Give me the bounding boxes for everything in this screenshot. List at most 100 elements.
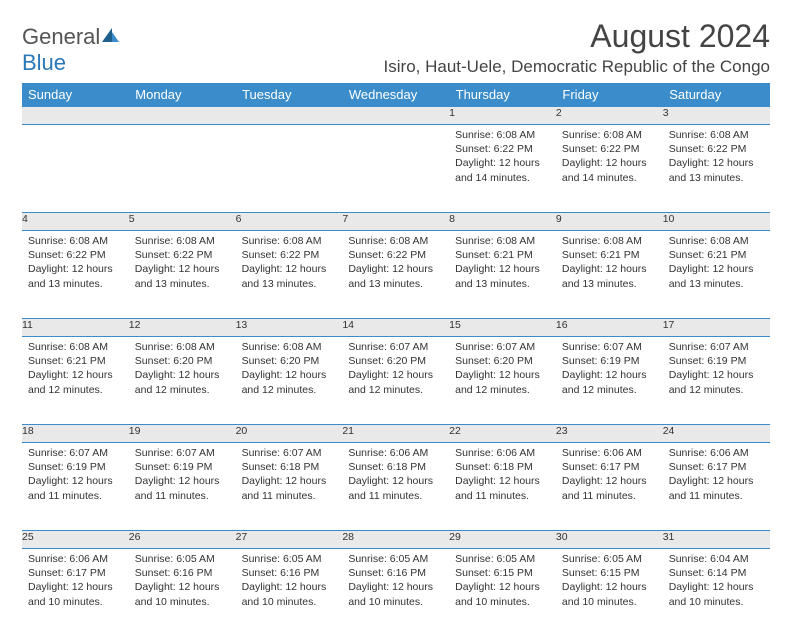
- day-number: 18: [22, 425, 129, 443]
- day-cell: [22, 125, 129, 213]
- logo: General Blue: [22, 24, 120, 76]
- sunset-line: Sunset: 6:18 PM: [455, 460, 550, 474]
- day-number: 29: [449, 531, 556, 549]
- day-header: Monday: [129, 83, 236, 107]
- sunset-line: Sunset: 6:22 PM: [348, 248, 443, 262]
- day-header: Wednesday: [342, 83, 449, 107]
- day-cell: Sunrise: 6:08 AMSunset: 6:21 PMDaylight:…: [556, 231, 663, 319]
- daylight-line: Daylight: 12 hours and 14 minutes.: [562, 156, 657, 184]
- day-number: 28: [342, 531, 449, 549]
- day-cell: Sunrise: 6:08 AMSunset: 6:21 PMDaylight:…: [663, 231, 770, 319]
- daylight-line: Daylight: 12 hours and 11 minutes.: [242, 474, 337, 502]
- sunrise-line: Sunrise: 6:08 AM: [135, 340, 230, 354]
- day-cell: Sunrise: 6:08 AMSunset: 6:22 PMDaylight:…: [22, 231, 129, 319]
- day-number: [236, 107, 343, 125]
- day-number: 9: [556, 213, 663, 231]
- daylight-line: Daylight: 12 hours and 14 minutes.: [455, 156, 550, 184]
- sunset-line: Sunset: 6:20 PM: [455, 354, 550, 368]
- daylight-line: Daylight: 12 hours and 10 minutes.: [135, 580, 230, 608]
- day-number: 8: [449, 213, 556, 231]
- sunrise-line: Sunrise: 6:06 AM: [669, 446, 764, 460]
- daylight-line: Daylight: 12 hours and 11 minutes.: [28, 474, 123, 502]
- sunset-line: Sunset: 6:22 PM: [242, 248, 337, 262]
- day-header: Friday: [556, 83, 663, 107]
- day-header: Sunday: [22, 83, 129, 107]
- sunrise-line: Sunrise: 6:08 AM: [28, 340, 123, 354]
- day-number: 12: [129, 319, 236, 337]
- sunset-line: Sunset: 6:20 PM: [135, 354, 230, 368]
- sunrise-line: Sunrise: 6:06 AM: [455, 446, 550, 460]
- day-cell: Sunrise: 6:08 AMSunset: 6:22 PMDaylight:…: [663, 125, 770, 213]
- day-cell: Sunrise: 6:05 AMSunset: 6:15 PMDaylight:…: [449, 549, 556, 637]
- daylight-line: Daylight: 12 hours and 13 minutes.: [28, 262, 123, 290]
- daynum-row: 25262728293031: [22, 531, 770, 549]
- day-cell: Sunrise: 6:08 AMSunset: 6:22 PMDaylight:…: [449, 125, 556, 213]
- calendar-head: SundayMondayTuesdayWednesdayThursdayFrid…: [22, 83, 770, 107]
- location-subtitle: Isiro, Haut-Uele, Democratic Republic of…: [384, 57, 770, 77]
- sunset-line: Sunset: 6:17 PM: [28, 566, 123, 580]
- sunrise-line: Sunrise: 6:06 AM: [348, 446, 443, 460]
- sunset-line: Sunset: 6:19 PM: [28, 460, 123, 474]
- day-number: 24: [663, 425, 770, 443]
- sunrise-line: Sunrise: 6:06 AM: [562, 446, 657, 460]
- day-cell: Sunrise: 6:08 AMSunset: 6:21 PMDaylight:…: [22, 337, 129, 425]
- day-header: Thursday: [449, 83, 556, 107]
- daylight-line: Daylight: 12 hours and 12 minutes.: [135, 368, 230, 396]
- title-block: August 2024 Isiro, Haut-Uele, Democratic…: [384, 18, 770, 77]
- logo-text: General Blue: [22, 24, 120, 76]
- sunset-line: Sunset: 6:22 PM: [669, 142, 764, 156]
- sunset-line: Sunset: 6:18 PM: [242, 460, 337, 474]
- daylight-line: Daylight: 12 hours and 13 minutes.: [348, 262, 443, 290]
- week-row: Sunrise: 6:08 AMSunset: 6:22 PMDaylight:…: [22, 125, 770, 213]
- day-cell: [129, 125, 236, 213]
- day-cell: Sunrise: 6:05 AMSunset: 6:16 PMDaylight:…: [236, 549, 343, 637]
- sunrise-line: Sunrise: 6:08 AM: [562, 234, 657, 248]
- daynum-row: 45678910: [22, 213, 770, 231]
- day-cell: Sunrise: 6:08 AMSunset: 6:21 PMDaylight:…: [449, 231, 556, 319]
- sunrise-line: Sunrise: 6:08 AM: [669, 128, 764, 142]
- day-number: 6: [236, 213, 343, 231]
- day-number: 3: [663, 107, 770, 125]
- sunrise-line: Sunrise: 6:04 AM: [669, 552, 764, 566]
- day-number: 25: [22, 531, 129, 549]
- daylight-line: Daylight: 12 hours and 11 minutes.: [348, 474, 443, 502]
- daynum-row: 11121314151617: [22, 319, 770, 337]
- day-number: 14: [342, 319, 449, 337]
- daynum-row: 123: [22, 107, 770, 125]
- sunset-line: Sunset: 6:22 PM: [562, 142, 657, 156]
- sunrise-line: Sunrise: 6:07 AM: [135, 446, 230, 460]
- day-number: 13: [236, 319, 343, 337]
- day-number: 31: [663, 531, 770, 549]
- day-cell: Sunrise: 6:08 AMSunset: 6:20 PMDaylight:…: [129, 337, 236, 425]
- sunrise-line: Sunrise: 6:07 AM: [562, 340, 657, 354]
- day-cell: Sunrise: 6:05 AMSunset: 6:15 PMDaylight:…: [556, 549, 663, 637]
- sunset-line: Sunset: 6:22 PM: [135, 248, 230, 262]
- sunset-line: Sunset: 6:21 PM: [455, 248, 550, 262]
- week-row: Sunrise: 6:08 AMSunset: 6:22 PMDaylight:…: [22, 231, 770, 319]
- sunrise-line: Sunrise: 6:08 AM: [28, 234, 123, 248]
- day-number: 19: [129, 425, 236, 443]
- day-cell: Sunrise: 6:07 AMSunset: 6:20 PMDaylight:…: [342, 337, 449, 425]
- day-number: 2: [556, 107, 663, 125]
- daylight-line: Daylight: 12 hours and 13 minutes.: [669, 156, 764, 184]
- sunset-line: Sunset: 6:15 PM: [455, 566, 550, 580]
- daylight-line: Daylight: 12 hours and 11 minutes.: [455, 474, 550, 502]
- day-cell: Sunrise: 6:07 AMSunset: 6:19 PMDaylight:…: [556, 337, 663, 425]
- sunset-line: Sunset: 6:21 PM: [562, 248, 657, 262]
- sunset-line: Sunset: 6:21 PM: [28, 354, 123, 368]
- sunrise-line: Sunrise: 6:08 AM: [242, 234, 337, 248]
- daynum-row: 18192021222324: [22, 425, 770, 443]
- day-cell: Sunrise: 6:08 AMSunset: 6:22 PMDaylight:…: [556, 125, 663, 213]
- sunrise-line: Sunrise: 6:05 AM: [135, 552, 230, 566]
- daylight-line: Daylight: 12 hours and 11 minutes.: [669, 474, 764, 502]
- calendar-table: SundayMondayTuesdayWednesdayThursdayFrid…: [22, 83, 770, 637]
- daylight-line: Daylight: 12 hours and 12 minutes.: [348, 368, 443, 396]
- logo-text-b: Blue: [22, 50, 66, 75]
- daylight-line: Daylight: 12 hours and 10 minutes.: [669, 580, 764, 608]
- daylight-line: Daylight: 12 hours and 11 minutes.: [562, 474, 657, 502]
- sunrise-line: Sunrise: 6:08 AM: [562, 128, 657, 142]
- sunrise-line: Sunrise: 6:08 AM: [135, 234, 230, 248]
- daylight-line: Daylight: 12 hours and 10 minutes.: [28, 580, 123, 608]
- day-cell: Sunrise: 6:08 AMSunset: 6:22 PMDaylight:…: [129, 231, 236, 319]
- sunrise-line: Sunrise: 6:05 AM: [562, 552, 657, 566]
